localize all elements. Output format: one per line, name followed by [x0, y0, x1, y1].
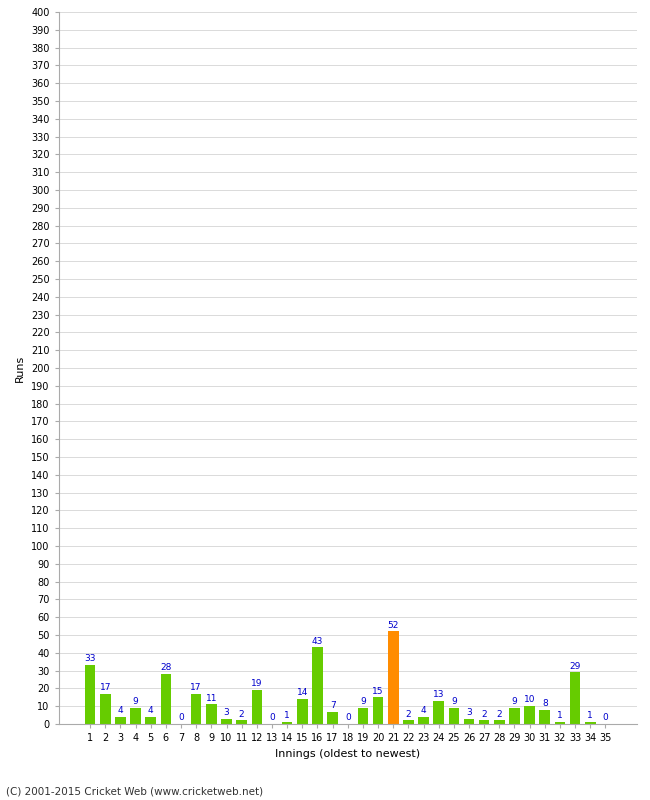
Text: 9: 9 [451, 698, 457, 706]
Bar [328, 711, 338, 724]
Bar [585, 722, 595, 724]
Text: 28: 28 [160, 663, 172, 672]
Bar [388, 631, 398, 724]
Bar [237, 721, 247, 724]
Bar [434, 701, 444, 724]
Text: 9: 9 [360, 698, 366, 706]
Text: 1: 1 [557, 711, 563, 721]
Bar [206, 705, 216, 724]
Text: 4: 4 [118, 706, 124, 715]
Bar [418, 717, 429, 724]
Bar [100, 694, 110, 724]
Bar [554, 722, 565, 724]
Text: 8: 8 [542, 699, 548, 708]
Bar [540, 710, 550, 724]
Text: 19: 19 [251, 679, 263, 688]
Bar [525, 706, 535, 724]
Bar [479, 721, 489, 724]
Text: 15: 15 [372, 686, 384, 695]
Text: 3: 3 [466, 708, 472, 717]
Text: 14: 14 [296, 688, 308, 698]
Bar [448, 708, 459, 724]
Text: 43: 43 [312, 637, 323, 646]
Text: 0: 0 [345, 714, 350, 722]
Bar [494, 721, 504, 724]
Bar [115, 717, 125, 724]
Bar [252, 690, 262, 724]
Bar [463, 718, 474, 724]
Bar [358, 708, 368, 724]
Bar [221, 718, 232, 724]
Bar [509, 708, 520, 724]
Text: 2: 2 [239, 710, 244, 718]
Bar [146, 717, 156, 724]
Bar [372, 698, 384, 724]
Text: 11: 11 [205, 694, 217, 702]
Text: 29: 29 [569, 662, 581, 670]
Text: 0: 0 [269, 714, 275, 722]
Text: 9: 9 [512, 698, 517, 706]
Bar [282, 722, 293, 724]
Text: 4: 4 [421, 706, 426, 715]
Text: 2: 2 [482, 710, 487, 718]
Bar [130, 708, 141, 724]
Bar [191, 694, 202, 724]
Text: 10: 10 [524, 695, 536, 705]
Bar [84, 666, 96, 724]
Bar [161, 674, 171, 724]
Text: 17: 17 [99, 683, 111, 692]
Text: 9: 9 [133, 698, 138, 706]
Text: 2: 2 [406, 710, 411, 718]
Text: (C) 2001-2015 Cricket Web (www.cricketweb.net): (C) 2001-2015 Cricket Web (www.cricketwe… [6, 786, 264, 796]
Text: 7: 7 [330, 701, 335, 710]
Bar [297, 699, 307, 724]
Bar [312, 647, 323, 724]
Text: 17: 17 [190, 683, 202, 692]
Text: 3: 3 [224, 708, 229, 717]
Text: 0: 0 [178, 714, 184, 722]
Text: 4: 4 [148, 706, 153, 715]
X-axis label: Innings (oldest to newest): Innings (oldest to newest) [275, 749, 421, 758]
Text: 0: 0 [603, 714, 608, 722]
Y-axis label: Runs: Runs [16, 354, 25, 382]
Text: 1: 1 [284, 711, 290, 721]
Text: 13: 13 [433, 690, 445, 699]
Bar [403, 721, 413, 724]
Bar [570, 672, 580, 724]
Text: 2: 2 [497, 710, 502, 718]
Text: 52: 52 [387, 621, 399, 630]
Text: 1: 1 [588, 711, 593, 721]
Text: 33: 33 [84, 654, 96, 663]
